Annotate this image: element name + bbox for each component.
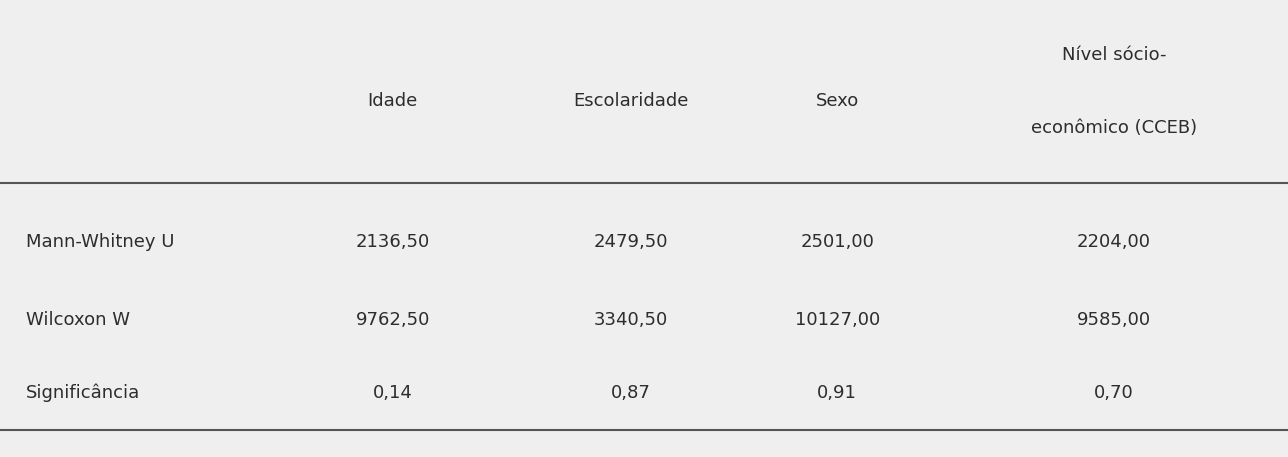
Text: 0,91: 0,91 — [818, 384, 857, 402]
Text: Escolaridade: Escolaridade — [573, 91, 689, 110]
Text: 2501,00: 2501,00 — [800, 233, 875, 251]
Text: 2136,50: 2136,50 — [355, 233, 430, 251]
Text: Idade: Idade — [367, 91, 419, 110]
Text: Sexo: Sexo — [815, 91, 859, 110]
Text: 3340,50: 3340,50 — [594, 311, 668, 329]
Text: 0,14: 0,14 — [374, 384, 412, 402]
Text: 0,70: 0,70 — [1095, 384, 1133, 402]
Text: Nível sócio-: Nível sócio- — [1061, 46, 1167, 64]
Text: Wilcoxon W: Wilcoxon W — [26, 311, 130, 329]
Text: Significância: Significância — [26, 384, 140, 402]
Text: 2204,00: 2204,00 — [1077, 233, 1151, 251]
Text: 2479,50: 2479,50 — [594, 233, 668, 251]
Text: 9585,00: 9585,00 — [1077, 311, 1151, 329]
Text: Mann-Whitney U: Mann-Whitney U — [26, 233, 174, 251]
Text: econômico (CCEB): econômico (CCEB) — [1032, 119, 1197, 137]
Text: 10127,00: 10127,00 — [795, 311, 880, 329]
Text: 9762,50: 9762,50 — [355, 311, 430, 329]
Text: 0,87: 0,87 — [612, 384, 650, 402]
